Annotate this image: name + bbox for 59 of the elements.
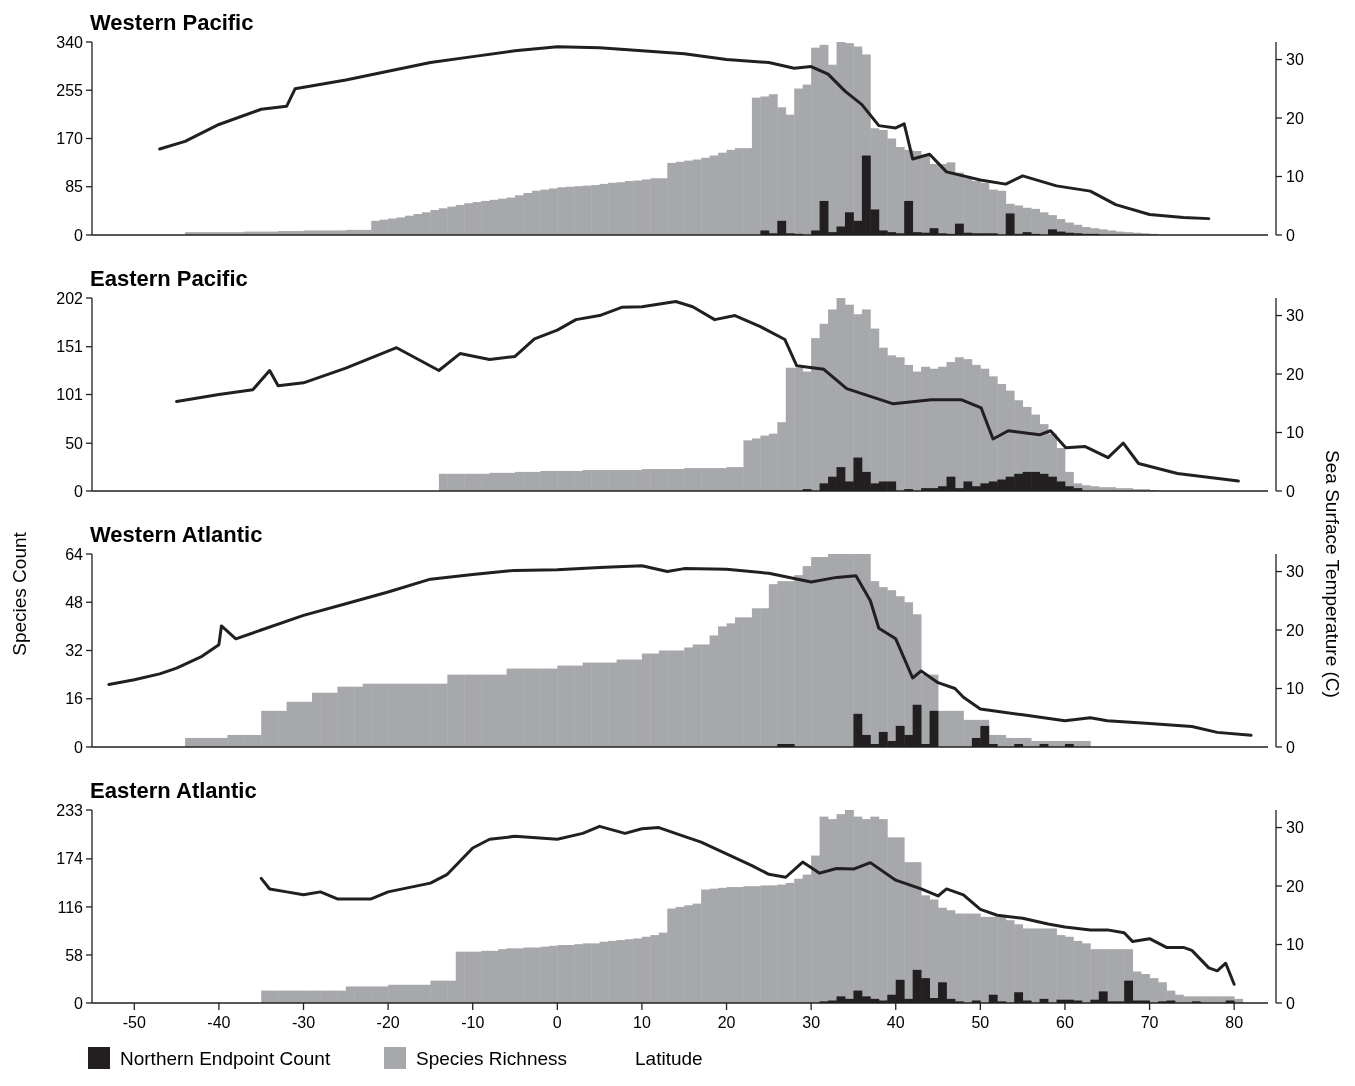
y-tick-label: 202 [56, 289, 84, 307]
y2-axis-title: Sea Surface Temperature (C) [1322, 450, 1343, 698]
y-tick-label: 85 [65, 178, 84, 196]
y2-tick-label: 20 [1286, 877, 1304, 895]
chart-title: Western Atlantic [90, 522, 263, 547]
y-tick-label: 64 [65, 545, 84, 563]
x-tick-label: -50 [122, 1014, 146, 1031]
x-tick-label: 80 [1225, 1014, 1244, 1031]
x-tick-label: 50 [971, 1014, 990, 1031]
y-tick-label: 233 [56, 801, 84, 819]
y-tick-label: 16 [65, 690, 84, 708]
y-tick-label: 101 [56, 386, 84, 404]
y-tick-label: 116 [57, 898, 84, 916]
x-tick-label: 20 [717, 1014, 736, 1031]
y-tick-label: 58 [65, 946, 84, 964]
y-tick-label: 255 [56, 81, 84, 99]
x-tick-label: -20 [376, 1014, 400, 1031]
y-tick-label: 50 [65, 434, 84, 452]
x-tick-label: 0 [552, 1014, 562, 1031]
y2-tick-label: 10 [1286, 424, 1304, 442]
y2-tick-label: 30 [1286, 51, 1304, 69]
y-tick-label: 0 [74, 738, 84, 756]
y-tick-label: 174 [56, 850, 84, 868]
legend-label: Species Richness [416, 1047, 568, 1069]
x-tick-label: 70 [1140, 1014, 1159, 1031]
y2-tick-label: 10 [1286, 168, 1304, 186]
y2-tick-label: 20 [1286, 365, 1304, 383]
y2-tick-label: 20 [1286, 109, 1304, 127]
x-tick-label: -30 [291, 1014, 316, 1031]
y-tick-label: 32 [65, 642, 84, 660]
chart-title: Western Pacific [90, 10, 254, 35]
y2-tick-label: 30 [1286, 307, 1304, 325]
legend-label: Northern Endpoint Count [120, 1047, 331, 1069]
x-tick-label: 30 [802, 1014, 821, 1031]
y2-tick-label: 0 [1286, 994, 1295, 1012]
y2-tick-label: 0 [1286, 482, 1295, 500]
y2-tick-label: 20 [1286, 621, 1304, 639]
y-tick-label: 340 [56, 33, 84, 51]
x-tick-label: 10 [633, 1014, 651, 1031]
y-tick-label: 0 [74, 226, 84, 244]
x-tick-label: 60 [1056, 1014, 1074, 1031]
y2-tick-label: 0 [1286, 226, 1295, 244]
y2-tick-label: 10 [1286, 680, 1304, 698]
y-tick-label: 0 [74, 482, 84, 500]
chart-title: Eastern Pacific [90, 266, 248, 291]
y2-tick-label: 30 [1286, 819, 1304, 837]
y-tick-label: 0 [74, 994, 84, 1012]
x-tick-label: 40 [886, 1014, 905, 1031]
y-axis-title: Species Count [9, 531, 30, 656]
y-tick-label: 48 [65, 593, 84, 611]
y2-tick-label: 30 [1286, 563, 1304, 581]
y-tick-label: 170 [56, 130, 84, 148]
chart-title: Eastern Atlantic [90, 778, 257, 803]
y2-tick-label: 0 [1286, 738, 1295, 756]
x-tick-label: -10 [461, 1014, 485, 1031]
y2-tick-label: 10 [1286, 936, 1304, 954]
x-tick-label: -40 [207, 1014, 231, 1031]
x-axis-title: Latitude [635, 1047, 703, 1069]
y-tick-label: 151 [56, 338, 84, 356]
